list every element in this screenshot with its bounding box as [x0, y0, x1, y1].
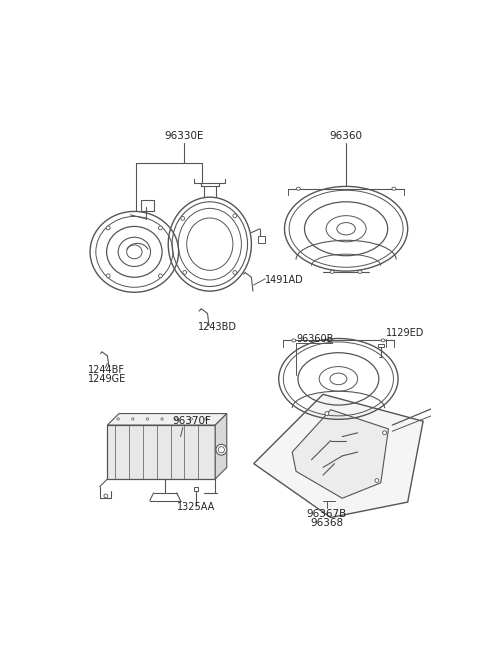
- Polygon shape: [108, 413, 227, 425]
- Ellipse shape: [132, 418, 134, 420]
- Ellipse shape: [330, 271, 334, 273]
- Text: 1243BD: 1243BD: [198, 322, 237, 331]
- Ellipse shape: [383, 431, 386, 435]
- Polygon shape: [292, 409, 388, 498]
- Ellipse shape: [181, 217, 185, 220]
- Ellipse shape: [297, 187, 300, 190]
- Ellipse shape: [233, 271, 237, 274]
- Polygon shape: [215, 413, 227, 479]
- Ellipse shape: [104, 494, 108, 498]
- Ellipse shape: [392, 187, 396, 190]
- Text: 96360: 96360: [330, 132, 362, 141]
- Ellipse shape: [158, 274, 162, 278]
- Text: 1249GE: 1249GE: [88, 374, 126, 384]
- Ellipse shape: [158, 226, 162, 230]
- Ellipse shape: [205, 418, 207, 420]
- Text: 96368: 96368: [310, 518, 343, 528]
- Ellipse shape: [292, 339, 296, 342]
- Polygon shape: [254, 394, 423, 517]
- Text: 1129ED: 1129ED: [386, 328, 424, 338]
- Ellipse shape: [106, 274, 110, 278]
- Bar: [141, 200, 155, 211]
- Ellipse shape: [190, 418, 192, 420]
- Polygon shape: [108, 425, 215, 479]
- Ellipse shape: [176, 418, 178, 420]
- Text: 1325AA: 1325AA: [177, 502, 215, 512]
- Ellipse shape: [161, 418, 163, 420]
- Ellipse shape: [438, 407, 444, 413]
- Ellipse shape: [183, 271, 187, 274]
- Text: 96367B: 96367B: [307, 509, 347, 519]
- Text: 96360B: 96360B: [296, 334, 334, 344]
- Ellipse shape: [146, 418, 149, 420]
- Ellipse shape: [325, 411, 329, 415]
- Ellipse shape: [233, 214, 237, 217]
- Text: 96330E: 96330E: [165, 132, 204, 141]
- Ellipse shape: [117, 418, 120, 420]
- Text: 1244BF: 1244BF: [88, 365, 125, 375]
- Ellipse shape: [218, 447, 225, 453]
- Ellipse shape: [358, 271, 362, 273]
- Ellipse shape: [381, 339, 385, 342]
- Bar: [193, 487, 198, 491]
- Ellipse shape: [216, 444, 227, 455]
- Bar: [378, 345, 384, 347]
- Bar: [258, 236, 265, 242]
- Text: 1491AD: 1491AD: [265, 275, 304, 286]
- Text: 96370F: 96370F: [173, 416, 212, 426]
- Ellipse shape: [106, 226, 110, 230]
- Ellipse shape: [375, 479, 379, 483]
